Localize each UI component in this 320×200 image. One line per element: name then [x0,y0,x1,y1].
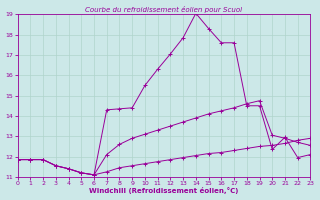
X-axis label: Windchill (Refroidissement éolien,°C): Windchill (Refroidissement éolien,°C) [89,187,239,194]
Title: Courbe du refroidissement éolien pour Scuol: Courbe du refroidissement éolien pour Sc… [85,6,243,13]
